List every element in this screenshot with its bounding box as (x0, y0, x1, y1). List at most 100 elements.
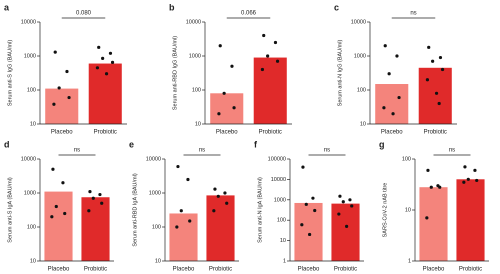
y-tick-label: 100000 (268, 156, 286, 162)
data-point (275, 59, 280, 63)
y-axis-title: Serum anti-S IgA (BAU/ml) (7, 177, 13, 243)
data-point (462, 180, 466, 184)
panel-label: f (254, 139, 258, 149)
bar (418, 67, 452, 124)
data-point (95, 66, 100, 70)
y-tick-label: 100 (27, 224, 36, 230)
data-point (300, 223, 304, 227)
y-tick-label: 100 (192, 87, 201, 93)
x-tick-label: Placebo (48, 267, 70, 273)
y-tick-label: 10 (360, 121, 366, 127)
data-point (108, 51, 113, 55)
data-point (395, 54, 399, 58)
data-point (87, 209, 91, 213)
data-point (91, 196, 95, 200)
y-axis-title: SARS-CoV-2 nAB titre (382, 183, 388, 238)
data-point (98, 192, 102, 197)
data-point (104, 72, 109, 76)
x-tick-label: Placebo (298, 267, 320, 273)
data-point (63, 211, 67, 216)
x-tick-label: Probiotic (84, 267, 107, 273)
data-point (225, 201, 229, 205)
x-tick-label: Placebo (173, 267, 195, 273)
y-tick-label: 1000 (354, 53, 366, 59)
bar (210, 93, 244, 124)
data-point (266, 54, 270, 58)
y-axis-title: Serum anti-S IgG (BAU/ml) (7, 40, 13, 106)
data-point (50, 215, 54, 219)
data-point (338, 194, 342, 198)
x-tick-label: Probiotic (209, 267, 232, 273)
data-point (397, 95, 401, 100)
x-tick-label: Placebo (51, 130, 73, 136)
data-point (437, 101, 441, 106)
data-point (425, 216, 429, 220)
data-point (383, 44, 387, 48)
y-tick-label: 1 (408, 258, 411, 264)
data-point (463, 165, 467, 169)
y-tick-label: 10 (280, 238, 286, 244)
data-point (341, 200, 345, 204)
sig-label: ns (74, 148, 80, 154)
data-point (176, 164, 180, 169)
data-point (429, 185, 433, 189)
sig-label: ns (449, 148, 455, 154)
bar (419, 187, 448, 261)
data-point (425, 78, 430, 82)
y-tick-label: 100 (357, 87, 366, 93)
data-point (387, 72, 391, 76)
y-tick-label: 100 (402, 156, 411, 162)
x-tick-label: Probiotic (94, 130, 117, 136)
data-point (65, 69, 69, 74)
data-point (311, 196, 315, 200)
x-tick-label: Placebo (216, 130, 238, 136)
data-point (61, 181, 65, 185)
y-tick-label: 10 (195, 121, 201, 127)
y-axis-title: Serum anti-RBD IgG (BAU/ml) (172, 36, 178, 110)
bar (331, 203, 360, 261)
data-point (348, 198, 352, 202)
y-tick-label: 10 (30, 121, 36, 127)
data-point (67, 95, 71, 100)
data-point (53, 50, 57, 54)
data-point (350, 204, 354, 208)
y-tick-label: 100 (277, 218, 286, 224)
data-point (223, 191, 227, 195)
data-point (188, 219, 192, 223)
sig-label: ns (324, 148, 330, 154)
data-point (308, 232, 312, 237)
data-point (473, 168, 477, 172)
panel-label: d (4, 139, 10, 149)
bar (206, 195, 235, 261)
data-point (260, 67, 265, 72)
y-tick-label: 100 (27, 87, 36, 93)
data-point (218, 44, 222, 48)
y-tick-label: 1000 (189, 53, 201, 59)
y-axis-title: Serum anti-RBD IgA (BAU/ml) (132, 173, 138, 247)
bar (456, 179, 485, 261)
data-point (51, 167, 55, 171)
y-tick-label: 1000 (24, 190, 36, 196)
data-point (212, 209, 216, 213)
data-point (426, 168, 430, 172)
data-point (54, 204, 58, 209)
data-point (213, 187, 217, 191)
x-tick-label: Placebo (423, 267, 445, 273)
panel-label: c (334, 2, 339, 12)
bar (375, 84, 409, 124)
y-tick-label: 10000 (21, 156, 36, 162)
panel-label: a (4, 2, 10, 12)
data-point (475, 178, 479, 183)
y-tick-label: 1 (283, 258, 286, 264)
data-point (434, 91, 439, 95)
sig-label: 0.066 (241, 11, 257, 17)
bar (81, 197, 110, 261)
sig-label: 0.080 (76, 11, 92, 17)
data-point (57, 86, 61, 90)
data-point (431, 59, 435, 63)
data-point (100, 201, 104, 205)
y-tick-label: 10000 (186, 19, 201, 25)
y-axis-title: Serum anti-N IgA (BAU/ml) (257, 177, 263, 243)
data-point (88, 189, 92, 194)
bar (294, 202, 323, 261)
